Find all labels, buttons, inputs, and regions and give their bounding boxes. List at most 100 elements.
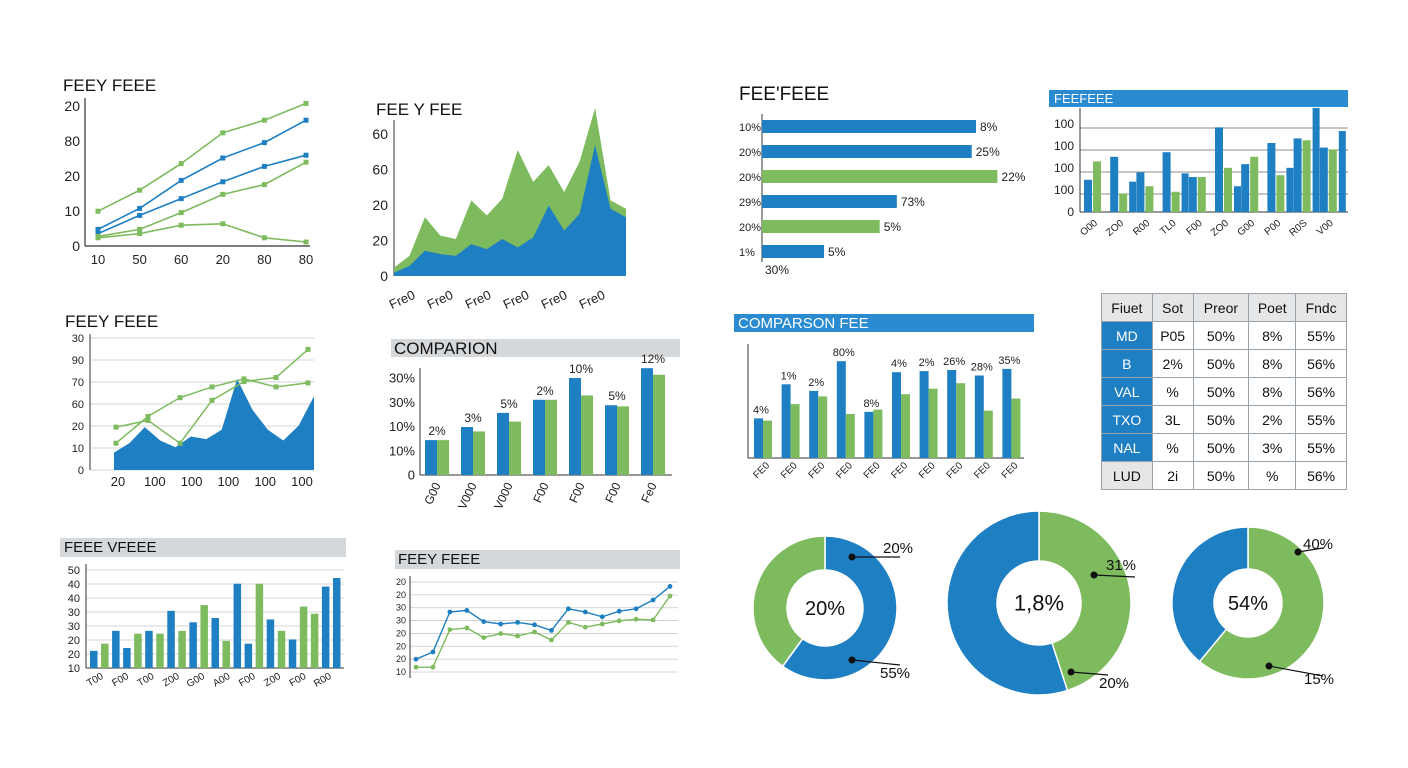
chart-3-category-label: 29% [739,197,761,209]
chart-1-point [220,221,226,227]
chart-9-y-tick: 30 [396,603,406,613]
chart-6-value-label: 5% [500,397,518,411]
chart-4-bar-blue [1267,143,1276,212]
chart-7-bars: 4% FE0 1% FE0 2% FE0 80% FE0 8% FE0 4% FE0 2% FE0 26% F… [747,344,1024,481]
chart-1-point [261,182,267,188]
chart-3-value-label: 8% [980,120,998,134]
chart-8-bar [134,633,142,668]
chart-7-x-tick: FE0 [807,460,828,481]
chart-6-x-tick: F00 [530,480,552,505]
chart-6-x-tick: F00 [602,480,624,505]
chart-1-point [178,196,184,202]
chart-9-point [447,609,453,615]
chart-4-bar-green [1145,186,1154,212]
chart-4-bar-green [1328,149,1337,212]
chart-6-bar-blue [497,412,509,475]
table-row-header: VAL [1101,377,1153,406]
chart-7-x-tick: FE0 [889,460,910,481]
chart-9-point [498,631,504,636]
chart-1-point [95,235,101,241]
d3-callout-line [1268,665,1324,677]
chart-1-point [220,191,226,197]
chart-3-category-label: 20% [739,222,761,234]
chart-4-bar-extra [1129,181,1137,212]
chart-8-x-tick: G00 [185,671,207,690]
chart-1-x-tick: 50 [132,252,146,267]
table-cell: 50% [1192,349,1250,378]
chart-9-point [566,620,571,625]
table-row: LUD 2i 50%% 56% [1101,461,1347,490]
chart-3-bar [762,120,976,133]
chart-6-x-tick: Fe0 [638,480,660,505]
chart-4-x-tick: P00 [1263,218,1284,238]
chart-7-bar-green [873,409,883,458]
chart-5-point [305,380,311,386]
chart-6-bar-green [473,431,485,475]
chart-9-point [532,622,537,628]
chart-5-point [209,397,215,403]
chart-1-point [303,159,309,165]
chart-8-y-tick: 30 [68,607,80,619]
chart-4-bar-green [1276,175,1285,212]
table-cell: % [1151,433,1194,462]
chart-7-bar-green [928,388,938,458]
chart-1-point [178,210,184,216]
table-row-header: TXO [1101,405,1153,434]
chart-1-point [303,117,309,123]
d3-slice [1171,526,1249,663]
chart-5-area [114,378,314,470]
chart-9-point [667,593,673,599]
chart-4-bar-blue [1110,156,1119,212]
chart-8-bar [189,622,197,668]
chart-5-x-tick: 20 [111,474,125,489]
chart-9-point [667,584,673,589]
chart-6-bar-blue [425,440,437,475]
chart-8-x-tick: Z00 [262,671,283,689]
chart-1-y-tick: 10 [64,203,80,219]
chart-1-series-line [97,154,307,235]
chart-2-y-tick: 60 [372,126,388,142]
chart-7-value-label: 26% [943,356,965,368]
chart-6-y-tick: 30% [389,395,415,410]
chart-6-x-tick: G00 [421,480,443,507]
chart-1-y-tick: 0 [72,238,80,254]
chart-5-x-tick: 100 [144,474,166,489]
donut-3: 54% 40% 15% [1171,526,1334,688]
chart-7-x-tick: FE0 [972,460,993,481]
chart-1-point [303,100,309,106]
chart-8-y-tick: 20 [68,635,80,647]
chart-7-bar-green [956,383,966,458]
d1-callout-label: 55% [880,665,910,682]
chart-9-point [633,616,639,622]
chart-2-x-tick: Fre0 [463,287,494,312]
chart-8-bar [332,578,341,668]
chart-1-point [261,117,267,123]
chart-6-bar-blue [533,399,545,475]
chart-9-y-tick: 20 [396,577,406,587]
chart-7-bar-blue [809,390,819,458]
chart-1-point [261,163,267,169]
chart-1-point [95,231,101,237]
chart-1-point [95,226,101,232]
chart-5-point [305,346,311,352]
chart-3-hbar: 10% 8% 20% 25% 20% 22% 29% 73% 20% 5% 1% 5% 30% [739,114,1026,277]
chart-6-bar-green [545,399,557,475]
table-header-cell: Poet [1248,293,1297,322]
chart-8-bar [288,639,297,668]
table-cell: 50% [1192,321,1250,350]
chart-5-y-tick: 0 [78,465,84,477]
chart-8-bar [123,648,131,668]
chart-3-bar [762,145,972,158]
table-cell: P05 [1151,321,1194,350]
chart-8-y-tick: 40 [68,593,80,605]
chart-8-x-tick: T00 [85,671,106,689]
table-cell: % [1151,377,1194,406]
chart-1-title: FEEY FEEE [63,76,157,95]
chart-5-x-tick: 100 [181,474,203,489]
chart-4-bar-blue [1319,147,1328,212]
chart-6-bars: 30% 30% 10% 10% 0 2% G00 3% V000 5% V000 2% F00 10% F0… [389,352,672,512]
chart-8-bar [321,586,330,668]
chart-9-y-tick: 20 [396,628,406,638]
chart-5-point [177,395,183,401]
